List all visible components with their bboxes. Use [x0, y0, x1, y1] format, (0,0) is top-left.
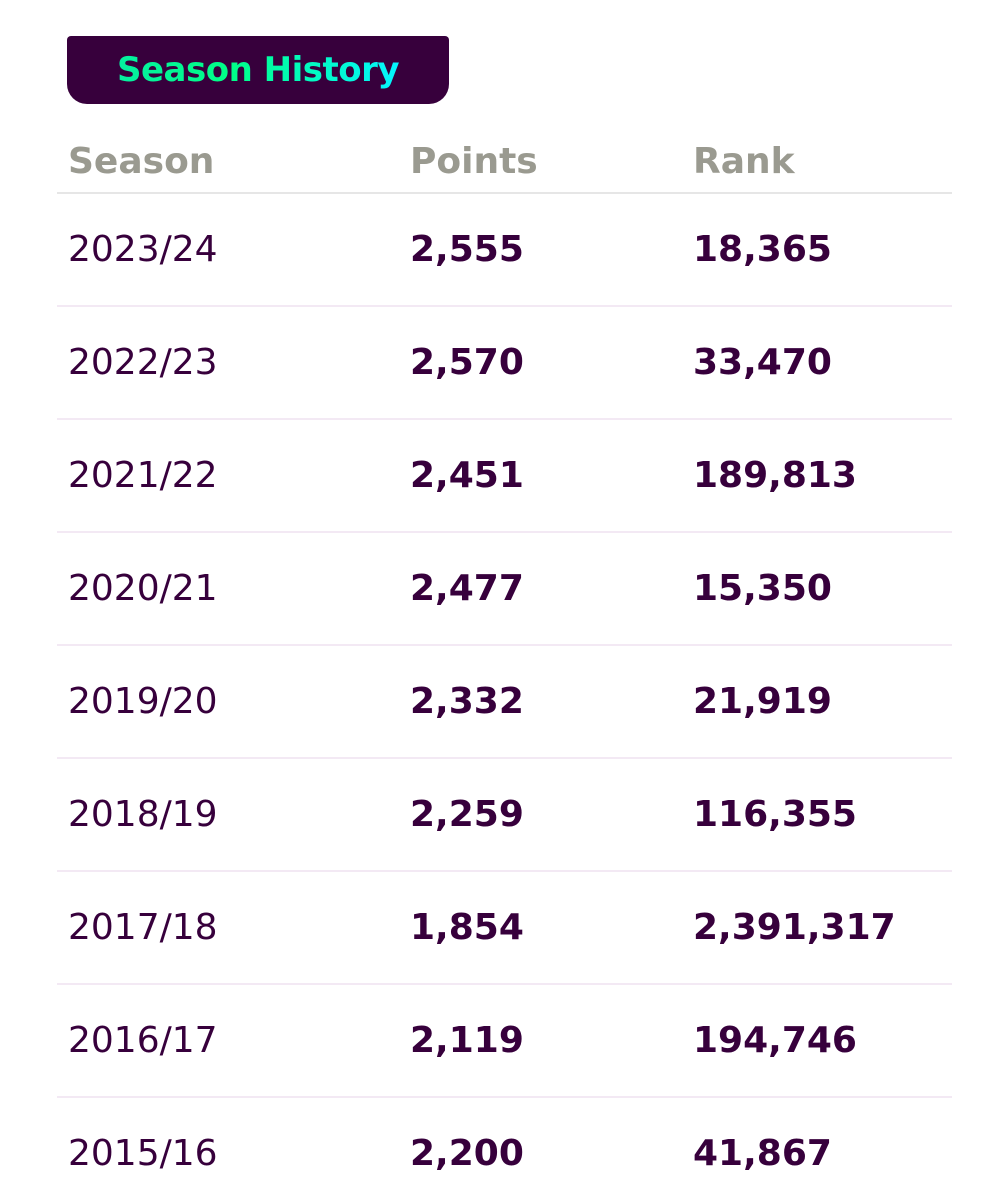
- column-header-season: Season: [68, 141, 215, 182]
- table-row: 2017/18 1,854 2,391,317: [57, 872, 952, 985]
- rank-cell: 116,355: [693, 794, 857, 835]
- table-row: 2016/17 2,119 194,746: [57, 985, 952, 1098]
- column-header-rank: Rank: [693, 141, 795, 182]
- points-cell: 2,332: [410, 681, 524, 722]
- season-cell: 2022/23: [68, 342, 218, 383]
- points-cell: 2,555: [410, 229, 524, 270]
- season-cell: 2015/16: [68, 1133, 218, 1174]
- points-cell: 2,259: [410, 794, 524, 835]
- points-cell: 2,200: [410, 1133, 524, 1174]
- table-row: 2022/23 2,570 33,470: [57, 307, 952, 420]
- table-row: 2021/22 2,451 189,813: [57, 420, 952, 533]
- season-history-header: Season History: [67, 36, 449, 104]
- season-cell: 2023/24: [68, 229, 218, 270]
- season-cell: 2020/21: [68, 568, 218, 609]
- rank-cell: 33,470: [693, 342, 832, 383]
- rank-cell: 41,867: [693, 1133, 832, 1174]
- rank-cell: 189,813: [693, 455, 857, 496]
- rank-cell: 15,350: [693, 568, 832, 609]
- points-cell: 2,451: [410, 455, 524, 496]
- section-title: Season History: [116, 50, 400, 90]
- points-cell: 1,854: [410, 907, 524, 948]
- table-row: 2018/19 2,259 116,355: [57, 759, 952, 872]
- points-cell: 2,570: [410, 342, 524, 383]
- season-history-table: Season Points Rank 2023/24 2,555 18,365 …: [57, 120, 952, 1200]
- season-cell: 2019/20: [68, 681, 218, 722]
- rank-cell: 194,746: [693, 1020, 857, 1061]
- points-cell: 2,119: [410, 1020, 524, 1061]
- season-cell: 2017/18: [68, 907, 218, 948]
- rank-cell: 2,391,317: [693, 907, 896, 948]
- rank-cell: 18,365: [693, 229, 832, 270]
- season-cell: 2016/17: [68, 1020, 218, 1061]
- season-cell: 2018/19: [68, 794, 218, 835]
- rank-cell: 21,919: [693, 681, 832, 722]
- column-header-points: Points: [410, 141, 538, 182]
- table-row: 2015/16 2,200 41,867: [57, 1098, 952, 1200]
- table-row: 2020/21 2,477 15,350: [57, 533, 952, 646]
- table-header-row: Season Points Rank: [57, 120, 952, 194]
- table-row: 2019/20 2,332 21,919: [57, 646, 952, 759]
- table-row: 2023/24 2,555 18,365: [57, 194, 952, 307]
- season-cell: 2021/22: [68, 455, 218, 496]
- points-cell: 2,477: [410, 568, 524, 609]
